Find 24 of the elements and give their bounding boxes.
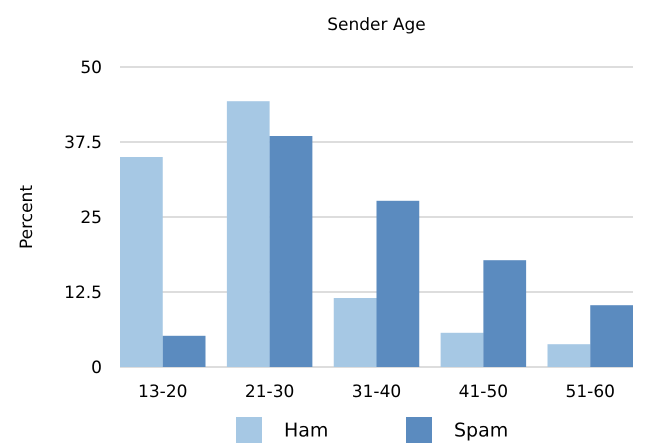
bar <box>270 136 312 367</box>
x-tick-label: 41-50 <box>458 382 508 402</box>
y-tick-label: 12.5 <box>64 282 102 303</box>
bar <box>334 298 376 367</box>
bar <box>162 336 206 367</box>
bar <box>120 157 163 367</box>
bar <box>548 344 590 367</box>
bar <box>483 260 526 367</box>
legend-label: Ham <box>284 420 328 442</box>
y-axis-title: Percent <box>17 184 37 249</box>
x-tick-label: 13-20 <box>138 382 188 402</box>
x-tick-label: 51-60 <box>566 382 615 402</box>
bar <box>376 200 420 367</box>
y-tick-label: 25 <box>80 208 102 228</box>
x-tick-label: 21-30 <box>244 382 294 402</box>
x-tick-label: 31-40 <box>352 382 402 402</box>
y-tick-label: 0 <box>91 358 102 378</box>
y-tick-label: 37.5 <box>64 132 102 153</box>
bar <box>440 332 484 367</box>
y-tick-label: 50 <box>80 58 102 78</box>
bar <box>226 101 270 367</box>
bar <box>590 305 633 367</box>
legend-label: Spam <box>454 420 508 442</box>
chart-title: Sender Age <box>327 15 426 35</box>
